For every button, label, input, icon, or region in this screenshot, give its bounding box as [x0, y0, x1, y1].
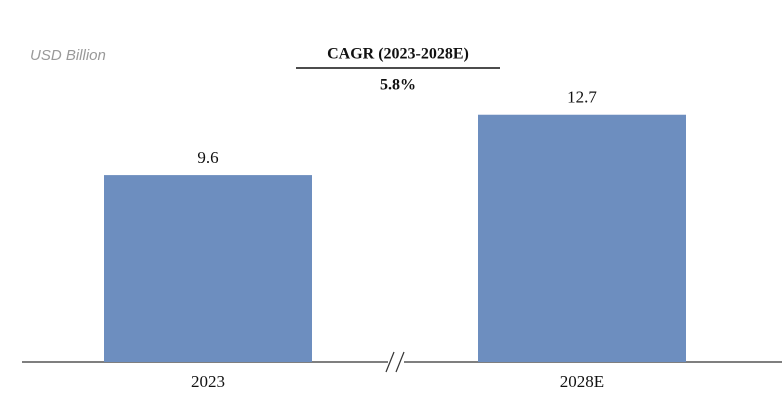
- value-label: 9.6: [197, 148, 218, 167]
- x-tick-label: 2028E: [560, 372, 604, 391]
- cagr-title: CAGR (2023-2028E): [327, 46, 469, 63]
- axis-break: [395, 351, 405, 373]
- cagr-value: 5.8%: [380, 77, 416, 94]
- bar: [478, 114, 686, 362]
- axis-break: [385, 351, 395, 373]
- bar: [104, 175, 312, 362]
- unit-label: USD Billion: [30, 47, 106, 64]
- value-label: 12.7: [567, 88, 597, 107]
- x-tick-label: 2023: [191, 372, 225, 391]
